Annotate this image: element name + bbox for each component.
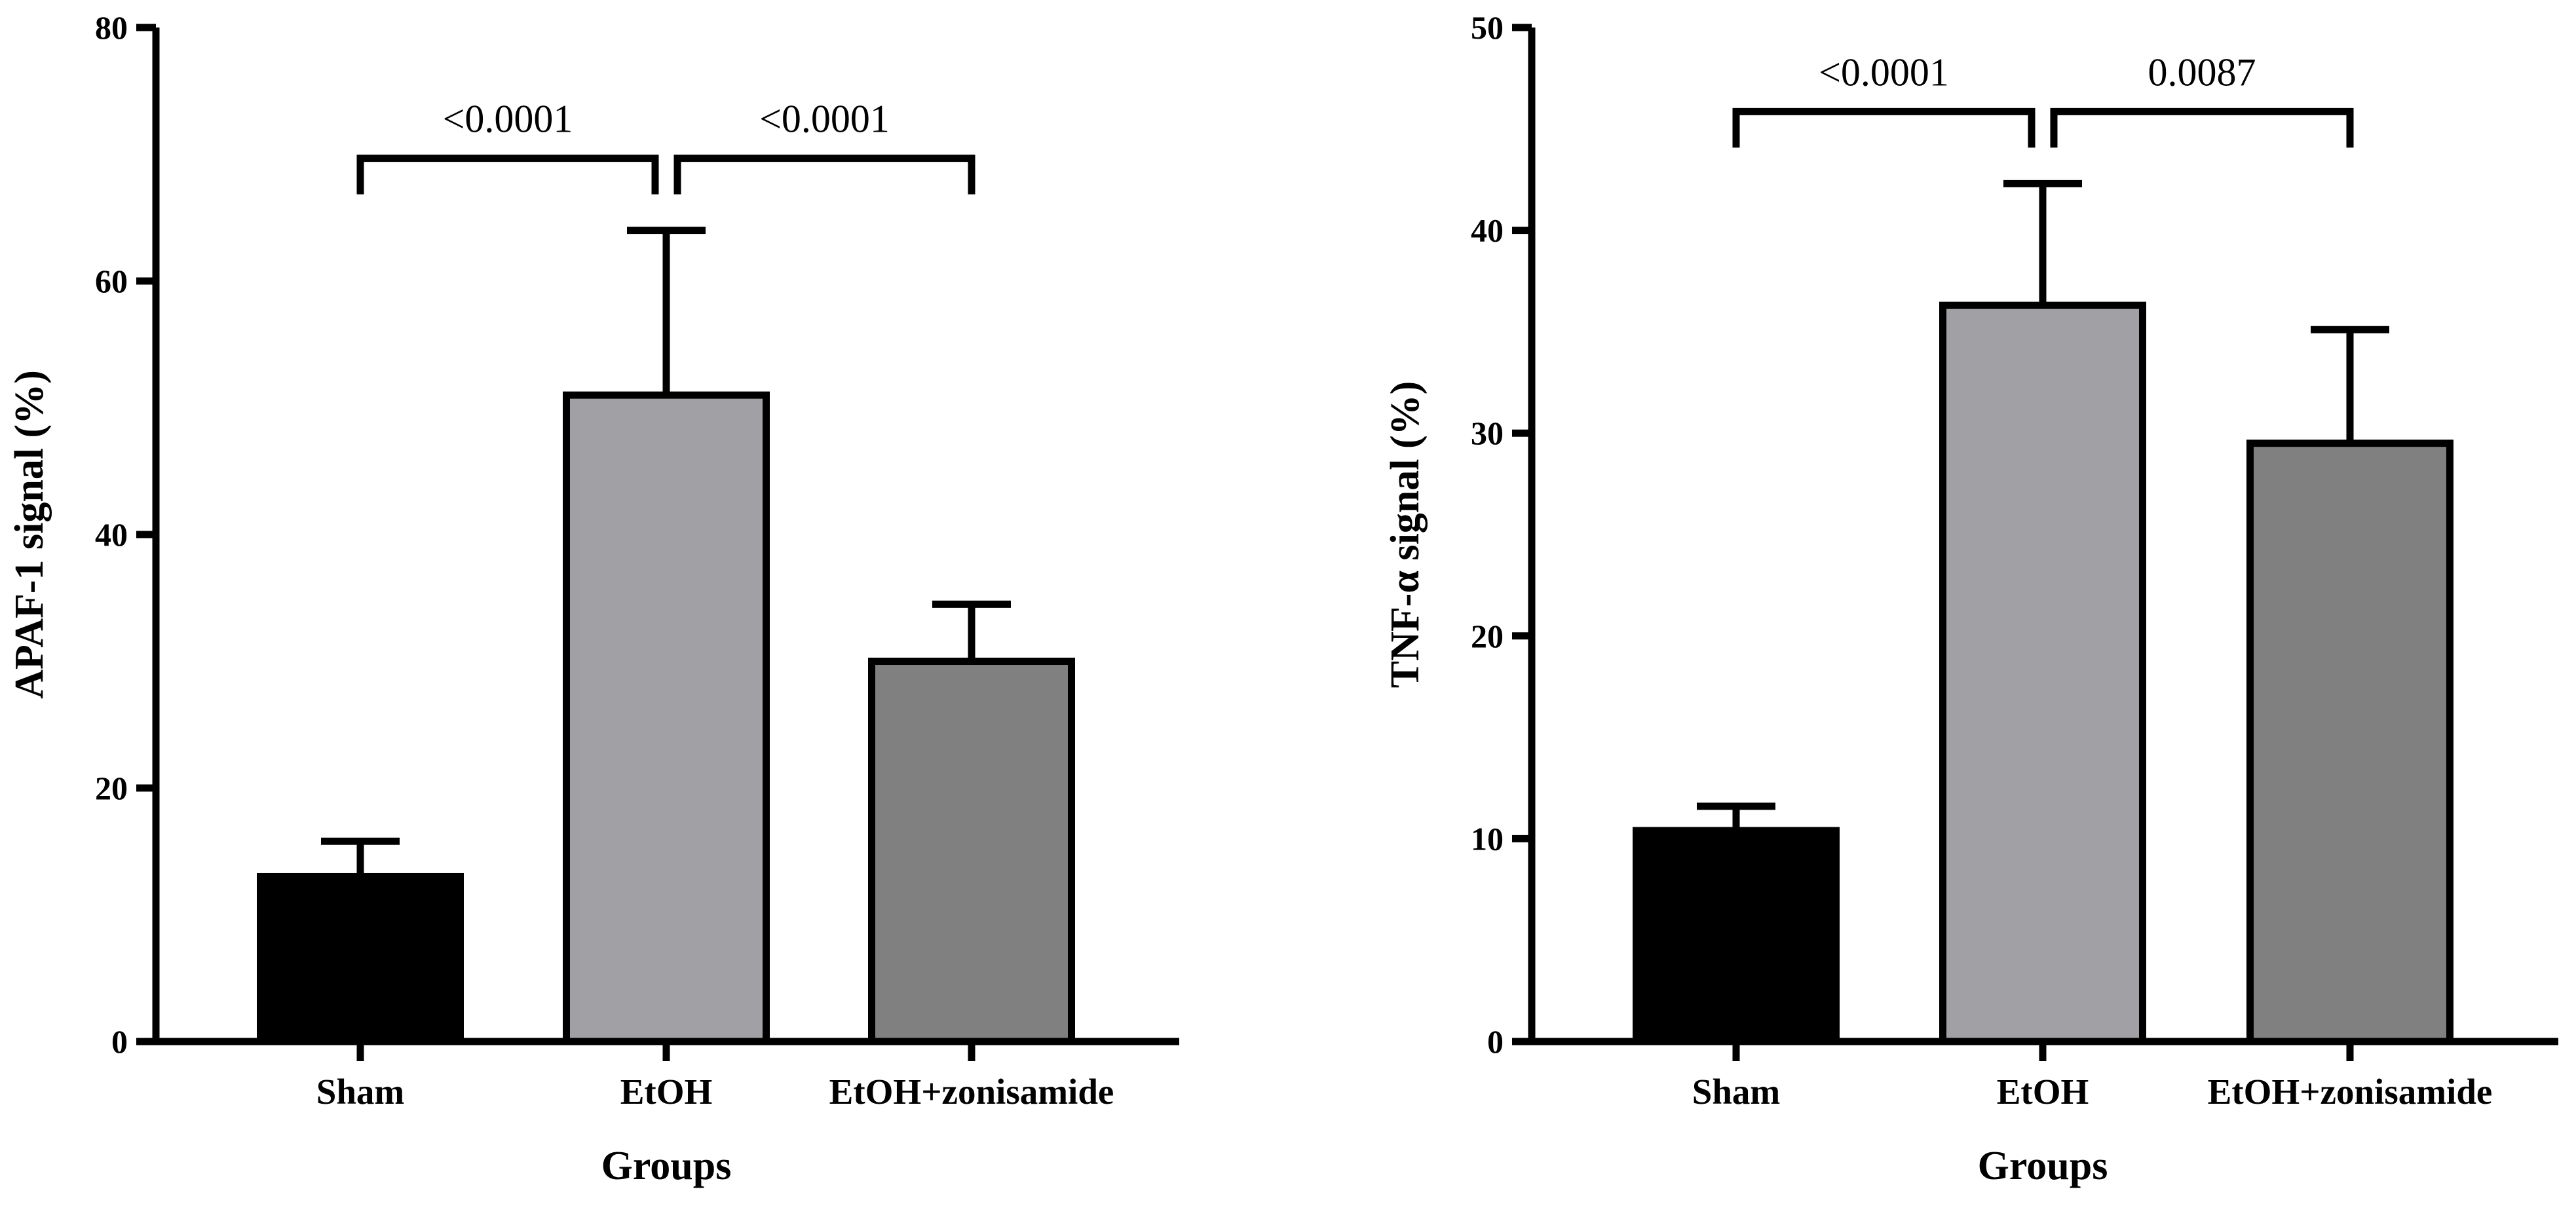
x-axis-title: Groups: [1978, 1144, 2108, 1188]
significance-label: <0.0001: [443, 98, 573, 141]
significance-bracket: [673, 155, 975, 195]
y-tick-label: 0: [1487, 1023, 1504, 1060]
significance-bracket: [1732, 107, 2036, 148]
significance-bracket: [356, 155, 659, 195]
bar-sham: [257, 873, 464, 1045]
significance-label: <0.0001: [1819, 50, 1949, 94]
y-tick-label: 50: [1471, 9, 1504, 46]
x-tick-label: Sham: [1692, 1072, 1781, 1112]
x-tick-label: EtOH+zonisamide: [829, 1072, 1114, 1112]
y-axis-title: APAF-1 signal (%): [7, 370, 52, 699]
significance-bracket: [2050, 107, 2354, 148]
y-tick-label: 40: [1471, 212, 1504, 249]
bar-sham: [1633, 827, 1840, 1045]
y-tick-label: 10: [1471, 820, 1504, 857]
x-tick-label: EtOH: [1997, 1072, 2089, 1112]
x-axis-title: Groups: [601, 1144, 732, 1188]
bar-etoh-zonisamide: [868, 658, 1075, 1045]
y-tick-label: 0: [111, 1023, 128, 1060]
significance-label: <0.0001: [759, 98, 890, 141]
y-tick-label: 60: [95, 263, 128, 299]
x-tick-label: EtOH: [620, 1072, 713, 1112]
y-axis-title: TNF-α signal (%): [1383, 381, 1428, 688]
bar-etoh-zonisamide: [2246, 440, 2453, 1045]
y-tick-label: 80: [95, 9, 128, 46]
x-tick-label: EtOH+zonisamide: [2208, 1072, 2493, 1112]
chart-panel-1: Sham EtOH EtOH+zonisamide 0 20 40 60 80 APAF-1 s…: [7, 9, 1179, 1188]
chart-panel-2: Sham EtOH EtOH+zonisamide 0 10 20 30 40 50 TNF-α …: [1383, 9, 2558, 1188]
y-tick-label: 20: [95, 770, 128, 806]
y-tick-label: 40: [95, 516, 128, 553]
significance-label: 0.0087: [2148, 50, 2256, 94]
y-tick-label: 30: [1471, 415, 1504, 451]
bar-etoh: [1939, 301, 2146, 1045]
y-tick-label: 20: [1471, 618, 1504, 654]
bar-etoh: [563, 391, 770, 1045]
x-tick-label: Sham: [316, 1072, 405, 1112]
